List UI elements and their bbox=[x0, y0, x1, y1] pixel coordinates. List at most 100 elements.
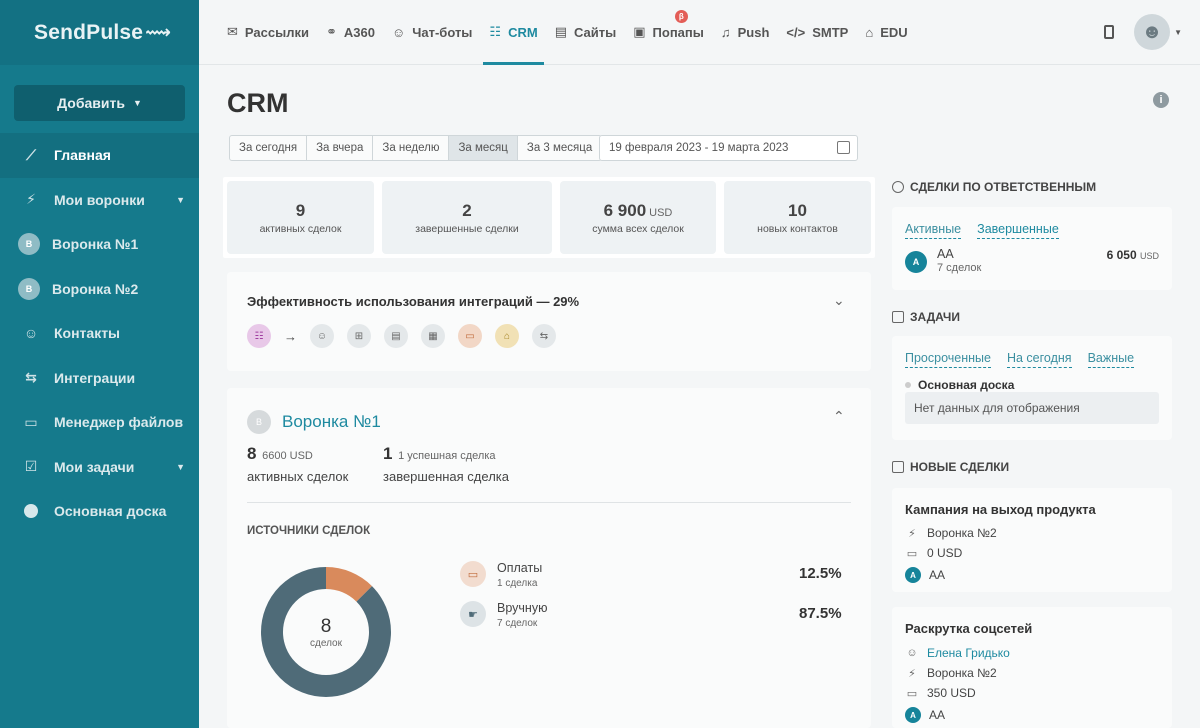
avatar: В bbox=[18, 233, 40, 256]
sidebar-item-label: Воронка №1 bbox=[52, 236, 139, 253]
avatar: В bbox=[18, 277, 40, 300]
sidebar-item-label: Интеграции bbox=[54, 369, 136, 386]
site-icon[interactable]: ▤ bbox=[384, 324, 408, 348]
deal-amount-value: 0 USD bbox=[927, 546, 963, 560]
responsible-section-title: СДЕЛКИ ПО ОТВЕТСТВЕННЫМ bbox=[892, 180, 1096, 194]
sidebar-item-tasks[interactable]: ☑ Мои задачи ▼ bbox=[0, 445, 199, 490]
form-icon[interactable]: ⊞ bbox=[347, 324, 371, 348]
folder-icon: ▭ bbox=[24, 413, 38, 430]
tab-smtp[interactable]: </> SMTP bbox=[786, 0, 848, 65]
sidebar-item-label: Главная bbox=[54, 147, 111, 164]
deal-funnel: ⚡ Воронка №2 bbox=[905, 666, 997, 680]
sidebar-item-label: Основная доска bbox=[54, 503, 167, 520]
stat-label: новых контактов bbox=[757, 222, 838, 235]
amount-currency: USD bbox=[1139, 251, 1159, 261]
graduation-cap-icon[interactable]: ⌂ bbox=[495, 324, 519, 348]
sidebar-item-contacts[interactable]: ☺ Контакты bbox=[0, 311, 199, 356]
tab-label: EDU bbox=[880, 24, 908, 40]
trend-icon: ⟋ bbox=[26, 146, 36, 163]
tab-active[interactable]: Активные bbox=[905, 222, 962, 239]
contact-link[interactable]: Елена Гридько bbox=[927, 646, 1010, 660]
integration-efficiency-card: Эффективность использования интеграций —… bbox=[227, 272, 871, 371]
period-week-button[interactable]: За неделю bbox=[373, 136, 450, 160]
sidebar-nav: ⟋ Главная ⚡ Мои воронки ▼ В Воронка №1 В… bbox=[0, 133, 199, 534]
chevron-up-icon[interactable]: ⌃ bbox=[833, 408, 845, 424]
active-count: 8 bbox=[247, 444, 257, 463]
source-count: 1 сделка bbox=[497, 578, 538, 589]
date-range-picker[interactable]: 19 февраля 2023 - 19 марта 2023 bbox=[599, 135, 858, 161]
calendar-icon[interactable]: ▦ bbox=[421, 324, 445, 348]
tab-completed[interactable]: Завершенные bbox=[977, 222, 1059, 239]
sources-donut-chart bbox=[261, 567, 391, 697]
chat-icon: ☺ bbox=[391, 24, 406, 40]
stat-label: активных сделок bbox=[259, 222, 342, 235]
user-avatar[interactable]: ☻ bbox=[1134, 14, 1171, 50]
exchange-icon[interactable]: ⇆ bbox=[532, 324, 556, 348]
sidebar-item-file-manager[interactable]: ▭ Менеджер файлов bbox=[0, 400, 199, 445]
stat-value: 2 bbox=[462, 200, 472, 220]
info-icon[interactable]: i bbox=[1153, 92, 1169, 108]
funnel-active-label: активных сделок bbox=[247, 469, 349, 484]
tab-label: Рассылки bbox=[244, 24, 309, 40]
tab-today[interactable]: На сегодня bbox=[1006, 351, 1072, 368]
period-today-button[interactable]: За сегодня bbox=[230, 136, 308, 160]
phone-icon[interactable] bbox=[1104, 25, 1115, 39]
sidebar-item-home[interactable]: ⟋ Главная bbox=[0, 133, 199, 178]
site-icon: ▤ bbox=[554, 24, 567, 39]
tab-important[interactable]: Важные bbox=[1087, 351, 1135, 368]
deal-card[interactable]: Кампания на выход продукта ⚡ Воронка №2 ▭… bbox=[892, 488, 1172, 592]
tab-label: Чат-боты bbox=[412, 24, 473, 40]
tab-popups[interactable]: ▣ Попапы β bbox=[633, 0, 704, 65]
wallet-icon[interactable]: ▭ bbox=[458, 324, 482, 348]
sidebar-item-main-board[interactable]: Основная доска bbox=[0, 489, 199, 534]
tab-push[interactable]: ♫ Push bbox=[721, 0, 770, 65]
tab-edu[interactable]: ⌂ EDU bbox=[865, 0, 907, 65]
person-name: AA bbox=[937, 247, 954, 261]
empty-state: Нет данных для отображения bbox=[905, 392, 1159, 424]
list-icon bbox=[892, 461, 904, 473]
chevron-down-icon[interactable]: ⌄ bbox=[833, 292, 845, 308]
period-3-months-button[interactable]: За 3 месяца bbox=[526, 142, 593, 154]
deal-card[interactable]: Раскрутка соцсетей ☺ Елена Гридько ⚡ Ворон… bbox=[892, 607, 1172, 728]
tab-sites[interactable]: ▤ Сайты bbox=[555, 0, 617, 65]
add-button[interactable]: Добавить ▼ bbox=[14, 85, 185, 121]
contacts-icon: ☺ bbox=[23, 325, 39, 342]
active-amount: 6600 USD bbox=[262, 450, 313, 462]
pulse-icon: ⟿ bbox=[145, 22, 172, 42]
donut-total-label: сделок bbox=[310, 637, 342, 649]
chevron-down-icon[interactable]: ▼ bbox=[1174, 27, 1182, 37]
deal-title: Раскрутка соцсетей bbox=[905, 621, 1033, 636]
responsible-card: Активные Завершенные A AA 7 сделок 6 050… bbox=[892, 207, 1172, 290]
tab-crm[interactable]: ☷ CRM bbox=[483, 0, 544, 65]
tab-campaigns[interactable]: ✉ Рассылки bbox=[227, 0, 309, 65]
tab-chatbots[interactable]: ☺ Чат-боты bbox=[392, 0, 472, 65]
deal-amount: ▭ 350 USD bbox=[905, 686, 976, 700]
deal-owner: A AA bbox=[905, 707, 945, 723]
page-title: CRM bbox=[227, 88, 289, 118]
add-button-label: Добавить bbox=[57, 95, 125, 111]
crm-icon[interactable]: ☷ bbox=[247, 324, 271, 348]
tab-overdue[interactable]: Просроченные bbox=[905, 351, 991, 368]
tab-label: CRM bbox=[508, 24, 538, 40]
tab-a360[interactable]: ⚭ A360 bbox=[326, 0, 375, 65]
stat-value: 10 bbox=[788, 200, 807, 220]
logo[interactable]: SendPulse ⟿ bbox=[0, 0, 199, 65]
deal-owner-name: AA bbox=[929, 708, 946, 722]
sidebar-item-funnel-2[interactable]: В Воронка №2 bbox=[0, 267, 199, 312]
period-month-button[interactable]: За месяц bbox=[449, 136, 518, 160]
source-percent: 87.5% bbox=[799, 605, 842, 622]
source-name: Оплаты bbox=[497, 561, 543, 575]
sidebar-item-integrations[interactable]: ⇆ Интеграции bbox=[0, 356, 199, 401]
source-manual: ☛ Вручную 7 сделок bbox=[460, 601, 547, 629]
avatar: A bbox=[905, 567, 921, 583]
tab-label: Попапы bbox=[652, 24, 704, 40]
sidebar-item-funnels[interactable]: ⚡ Мои воронки ▼ bbox=[0, 178, 199, 223]
funnel-name-link[interactable]: Воронка №1 bbox=[282, 412, 381, 431]
sidebar-item-funnel-1[interactable]: В Воронка №1 bbox=[0, 222, 199, 267]
period-yesterday-button[interactable]: За вчера bbox=[307, 136, 374, 160]
integrations-icon: ⇆ bbox=[25, 369, 37, 386]
funnel-icon: ⚡ bbox=[908, 667, 916, 680]
clock-icon bbox=[892, 181, 904, 193]
logo-text: SendPulse bbox=[34, 20, 144, 44]
chatbot-icon[interactable]: ☺ bbox=[310, 324, 334, 348]
